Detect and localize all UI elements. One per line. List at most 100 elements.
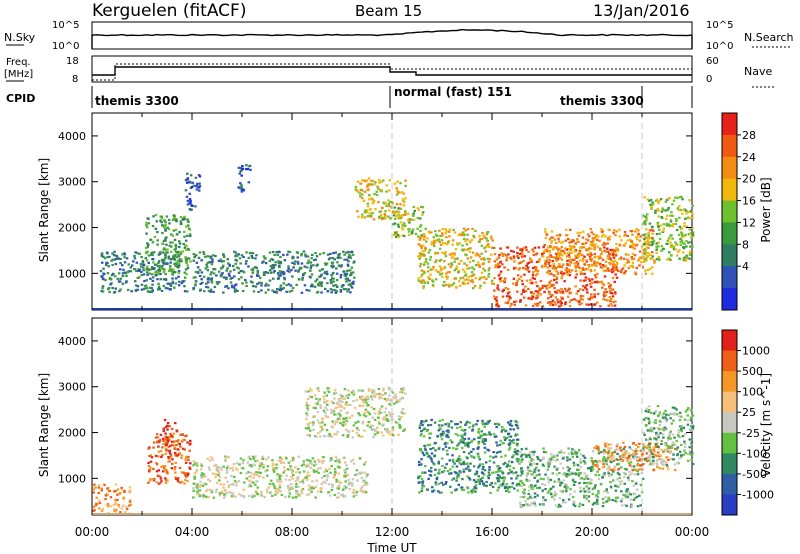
data-cluster xyxy=(642,405,695,467)
colorbar-swatch xyxy=(722,288,737,311)
colorbar-tick-label: 1000 xyxy=(742,345,770,358)
colorbar-swatch xyxy=(722,244,737,267)
data-cluster xyxy=(162,418,179,457)
colorbar-swatch xyxy=(722,473,737,495)
colorbar-tick-label: -1000 xyxy=(742,488,774,501)
nsearch-tick-bottom: 10^0 xyxy=(706,41,733,52)
colorbar-tick-label: 25 xyxy=(742,406,756,419)
colorbar-tick-label: 500 xyxy=(742,365,763,378)
power-panel: 4000 3000 2000 1000 xyxy=(58,112,695,311)
beam-title: Beam 15 xyxy=(355,2,422,20)
x-tick-label: 08:00 xyxy=(275,525,310,539)
colorbar-swatch xyxy=(722,134,737,158)
colorbar-tick-label: 28 xyxy=(742,129,756,142)
x-tick-label: 20:00 xyxy=(575,525,610,539)
data-cluster xyxy=(237,164,252,193)
x-tick-label: 04:00 xyxy=(175,525,210,539)
nsearch-tick-top: 10^5 xyxy=(706,20,733,31)
date-title: 13/Jan/2016 xyxy=(593,1,690,20)
time-xlabel: Time UT xyxy=(366,541,417,554)
colorbar-tick-label: 20 xyxy=(742,173,756,186)
cpid-entry-1: themis 3300 xyxy=(95,94,179,108)
power-ylabel: Slant Range [km] xyxy=(37,158,51,262)
data-cluster xyxy=(417,418,520,494)
colorbar-tick-label: -500 xyxy=(742,468,767,481)
data-cluster xyxy=(542,227,656,276)
colorbar-swatch xyxy=(722,453,737,475)
data-cluster xyxy=(92,483,132,515)
y-tick-label: 1000 xyxy=(58,472,86,485)
data-cluster xyxy=(354,177,407,221)
x-tick-label: 00:00 xyxy=(75,525,110,539)
nave-tick-top: 60 xyxy=(706,56,719,67)
colorbar-swatch xyxy=(722,432,737,454)
colorbar-tick-label: 100 xyxy=(742,386,763,399)
data-cluster xyxy=(642,195,695,262)
nave-tick-bottom: 0 xyxy=(706,74,712,85)
x-tick-label: 12:00 xyxy=(375,525,410,539)
y-tick-label: 4000 xyxy=(58,335,86,348)
y-tick-label: 1000 xyxy=(58,267,86,280)
colorbar-swatch xyxy=(722,200,737,223)
data-cluster xyxy=(417,227,494,290)
colorbar-tick-label: 8 xyxy=(742,238,749,251)
x-tick-label: 16:00 xyxy=(475,525,510,539)
colorbar-swatch xyxy=(722,494,737,516)
nsearch-label: N.Search xyxy=(744,31,794,44)
colorbar-tick-label: -100 xyxy=(742,447,767,460)
nsky-panel: N.Sky 10^5 10^0 10^5 10^0 N.Search xyxy=(4,20,794,52)
colorbar-tick-label: 12 xyxy=(742,216,756,229)
nsky-tick-top: 10^5 xyxy=(52,20,79,31)
colorbar-tick-label: 4 xyxy=(742,260,749,273)
station-title: Kerguelen (fitACF) xyxy=(92,1,246,21)
colorbar-swatch xyxy=(722,412,737,434)
data-cluster xyxy=(184,172,202,211)
colorbar-swatch xyxy=(722,391,737,413)
colorbar-swatch xyxy=(722,156,737,180)
power-colorbar: 28 24 20 16 12 8 4 xyxy=(721,112,756,311)
freq-label-1: Freq. xyxy=(6,57,31,68)
x-tick-label: 00:00 xyxy=(675,525,710,539)
data-cluster xyxy=(304,387,407,439)
y-tick-label: 2000 xyxy=(58,222,86,235)
freq-tick-top: 18 xyxy=(66,56,79,67)
y-tick-label: 2000 xyxy=(58,427,86,440)
colorbar-swatch xyxy=(722,350,737,372)
data-cluster xyxy=(392,205,425,239)
cpid-panel: CPID themis 3300 normal (fast) 151 themi… xyxy=(6,85,693,108)
velocity-panel: 4000 3000 2000 1000 00:00 04:00 08:00 12:00 16:0… xyxy=(58,317,710,539)
freq-label-2: [MHz] xyxy=(4,69,33,80)
velocity-cbar-label: Velocity [m s^-1] xyxy=(759,373,773,477)
data-cluster xyxy=(144,213,192,276)
velocity-colorbar: 1000 500 100 25 -25 -100 -500 -1000 xyxy=(721,329,774,516)
colorbar-swatch xyxy=(722,330,737,352)
cpid-label: CPID xyxy=(6,92,35,105)
colorbar-swatch xyxy=(722,371,737,393)
colorbar-swatch xyxy=(722,266,737,289)
cpid-entry-3: themis 3300 xyxy=(560,94,644,108)
nave-trace xyxy=(92,63,692,81)
colorbar-tick-label: 16 xyxy=(742,195,756,208)
freq-panel: Freq. [MHz] 18 8 60 0 Nave xyxy=(4,55,775,88)
nave-label: Nave xyxy=(744,65,772,78)
velocity-ylabel: Slant Range [km] xyxy=(37,373,51,477)
freq-tick-bottom: 8 xyxy=(72,74,78,85)
nsky-tick-bottom: 10^0 xyxy=(52,41,79,52)
colorbar-tick-label: -25 xyxy=(742,427,760,440)
colorbar-swatch xyxy=(722,222,737,245)
data-cluster xyxy=(492,246,619,308)
colorbar-tick-label: 24 xyxy=(742,151,756,164)
y-tick-label: 4000 xyxy=(58,130,86,143)
y-tick-label: 3000 xyxy=(58,381,86,394)
colorbar-swatch xyxy=(722,178,737,202)
data-cluster xyxy=(147,432,192,485)
nsky-trace xyxy=(91,28,693,49)
colorbar-swatch xyxy=(722,113,737,136)
cpid-entry-2: normal (fast) 151 xyxy=(394,85,512,99)
power-cbar-label: Power [dB] xyxy=(759,177,773,242)
data-cluster xyxy=(192,455,369,499)
data-cluster xyxy=(192,250,356,294)
freq-trace xyxy=(92,66,692,76)
nsky-label: N.Sky xyxy=(4,31,36,44)
y-tick-label: 3000 xyxy=(58,176,86,189)
